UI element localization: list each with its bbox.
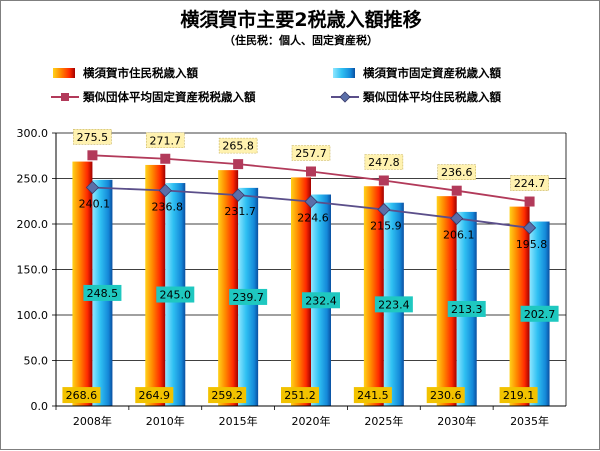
- data-label-box-avg-property-tax-1: [145, 132, 185, 149]
- data-label-box-property-tax-2: [229, 288, 268, 305]
- data-label-box-property-tax-1: [156, 286, 195, 303]
- bar-resident-tax-3: [291, 177, 311, 406]
- marker-avg-resident-tax-4: [377, 202, 391, 217]
- data-label-avg-resident-tax-2: 231.7: [224, 205, 256, 218]
- legend-marker-avg-resident-tax: [339, 91, 351, 103]
- x-tick-label-2: 2015年: [219, 414, 258, 428]
- legend: 横須賀市住民税歳入額 横須賀市固定資産税歳入額 類似団体平均固定資産税税歳入額 …: [51, 66, 501, 104]
- data-label-box-resident-tax-3: [281, 387, 319, 404]
- bar-resident-tax-5: [436, 196, 457, 406]
- data-label-box-resident-tax-1: [135, 387, 174, 404]
- bar-resident-tax-6: [509, 206, 530, 406]
- legend-label-avg-property-tax: 類似団体平均固定資産税税歳入額: [82, 90, 256, 104]
- y-tick-label-3: 150.0: [17, 264, 49, 277]
- legend-label-resident-tax: 横須賀市住民税歳入額: [83, 66, 198, 80]
- data-label-property-tax-6: 202.7: [524, 308, 556, 321]
- data-label-property-tax-0: 248.5: [87, 287, 119, 300]
- x-tick-label-0: 2008年: [73, 414, 112, 428]
- y-tick-label-5: 250.0: [17, 173, 49, 186]
- legend-swatch-resident-tax: [53, 68, 75, 78]
- bar-resident-tax-0: [72, 161, 93, 406]
- bar-resident-tax-4: [363, 186, 384, 406]
- data-label-resident-tax-6: 219.1: [503, 389, 535, 402]
- data-label-box-resident-tax-0: [62, 387, 101, 404]
- data-label-box-property-tax-3: [302, 292, 340, 309]
- y-tick-label-2: 100.0: [17, 309, 49, 322]
- marker-avg-resident-tax-3: [304, 195, 318, 209]
- data-label-resident-tax-1: 264.9: [139, 389, 171, 402]
- legend-label-avg-resident-tax: 類似団体平均住民税歳入額: [362, 90, 501, 104]
- legend-swatch-property-tax: [333, 68, 355, 78]
- marker-avg-resident-tax-5: [450, 211, 464, 226]
- data-label-box-property-tax-4: [374, 296, 413, 313]
- marker-avg-property-tax-3: [306, 166, 316, 177]
- chart-title: 横須賀市主要2税歳入額推移: [180, 8, 421, 31]
- data-label-box-avg-property-tax-6: [510, 175, 549, 191]
- data-label-box-avg-property-tax-3: [291, 145, 331, 161]
- data-label-avg-resident-tax-3: 224.6: [297, 212, 329, 225]
- data-label-box-property-tax-5: [447, 300, 486, 317]
- chart-subtitle: （住民税：個人、固定資産税）: [224, 33, 378, 47]
- y-tick-label-0: 0.0: [31, 400, 49, 413]
- data-label-avg-resident-tax-4: 215.9: [370, 220, 402, 233]
- data-label-box-resident-tax-2: [208, 387, 247, 404]
- data-label-property-tax-4: 223.4: [378, 298, 410, 311]
- data-label-box-property-tax-0: [83, 284, 122, 301]
- data-label-avg-property-tax-2: 265.8: [222, 140, 254, 153]
- x-tick-label-6: 2035年: [510, 414, 549, 428]
- data-label-avg-resident-tax-5: 206.1: [443, 228, 475, 241]
- y-tick-label-1: 50.0: [24, 355, 49, 368]
- x-tick-label-5: 2030年: [437, 414, 476, 428]
- legend-marker-avg-property-tax: [61, 93, 69, 101]
- data-label-property-tax-1: 245.0: [160, 289, 192, 302]
- bar-resident-tax-1: [145, 164, 166, 406]
- data-label-resident-tax-5: 230.6: [430, 389, 462, 402]
- y-tick-label-4: 200.0: [17, 218, 49, 231]
- data-label-avg-property-tax-3: 257.7: [295, 147, 327, 160]
- data-label-resident-tax-0: 268.6: [66, 389, 98, 402]
- marker-avg-property-tax-6: [524, 196, 535, 207]
- legend-label-property-tax: 横須賀市固定資産税歳入額: [363, 66, 501, 80]
- data-label-property-tax-2: 239.7: [232, 291, 264, 304]
- data-label-property-tax-5: 213.3: [451, 303, 483, 316]
- marker-avg-resident-tax-6: [523, 221, 537, 235]
- marker-avg-property-tax-5: [451, 185, 462, 196]
- marker-avg-resident-tax-2: [231, 188, 245, 202]
- data-label-avg-resident-tax-1: 236.8: [152, 201, 184, 214]
- data-label-box-resident-tax-4: [353, 387, 392, 404]
- data-label-avg-resident-tax-0: 240.1: [79, 198, 111, 211]
- bar-resident-tax-2: [218, 170, 239, 406]
- data-label-resident-tax-3: 251.2: [284, 389, 316, 402]
- data-label-resident-tax-4: 241.5: [357, 389, 389, 402]
- data-label-avg-property-tax-0: 275.5: [77, 131, 109, 144]
- plot-area: 0.0 50.0 100.0 150.0 200.0 250.0 300.0 2008年 268…: [17, 127, 567, 428]
- marker-avg-resident-tax-1: [158, 183, 172, 198]
- data-label-avg-property-tax-1: 271.7: [150, 134, 182, 147]
- marker-avg-property-tax-2: [233, 159, 244, 170]
- data-label-box-avg-property-tax-5: [437, 164, 477, 180]
- data-label-property-tax-3: 232.4: [305, 294, 337, 307]
- marker-avg-property-tax-4: [378, 175, 389, 186]
- x-tick-label-3: 2020年: [292, 414, 331, 428]
- data-label-avg-resident-tax-6: 195.8: [516, 238, 548, 251]
- data-label-avg-property-tax-5: 236.6: [441, 166, 473, 179]
- marker-avg-property-tax-1: [160, 153, 171, 164]
- marker-avg-resident-tax-0: [85, 180, 99, 195]
- x-tick-label-4: 2025年: [364, 414, 403, 428]
- data-label-box-resident-tax-6: [499, 387, 538, 404]
- marker-avg-property-tax-0: [87, 150, 98, 161]
- data-label-box-resident-tax-5: [426, 387, 465, 404]
- data-label-avg-property-tax-4: 247.8: [368, 156, 400, 169]
- y-tick-label-6: 300.0: [17, 127, 49, 140]
- x-tick-label-1: 2010年: [146, 414, 185, 428]
- data-label-resident-tax-2: 259.2: [211, 389, 243, 402]
- data-label-box-avg-property-tax-0: [73, 128, 112, 145]
- data-label-box-avg-property-tax-2: [218, 137, 258, 154]
- data-label-box-property-tax-6: [520, 305, 559, 322]
- data-label-avg-property-tax-6: 224.7: [514, 177, 546, 190]
- data-label-box-avg-property-tax-4: [364, 154, 404, 170]
